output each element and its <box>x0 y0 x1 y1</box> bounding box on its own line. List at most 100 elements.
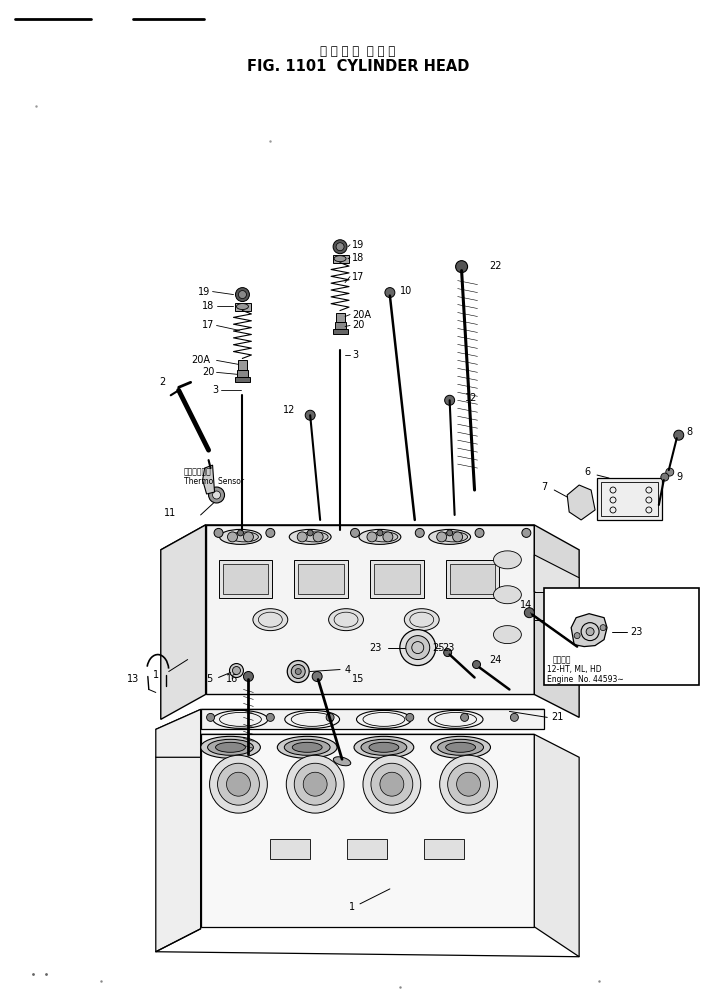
Bar <box>534 592 579 620</box>
Text: 適用年番: 適用年番 <box>552 655 571 664</box>
Circle shape <box>400 630 436 666</box>
Bar <box>236 302 251 310</box>
Ellipse shape <box>370 532 398 542</box>
Ellipse shape <box>457 773 480 797</box>
Text: シ リ ン ダ  ヘ ッ ド: シ リ ン ダ ヘ ッ ド <box>320 45 396 58</box>
Ellipse shape <box>200 737 261 759</box>
Ellipse shape <box>289 529 331 544</box>
Circle shape <box>313 532 323 542</box>
Circle shape <box>437 532 447 542</box>
Circle shape <box>367 532 377 542</box>
Text: 25: 25 <box>432 643 445 653</box>
Text: 14: 14 <box>521 600 533 610</box>
Text: 7: 7 <box>541 482 547 493</box>
Circle shape <box>333 239 347 253</box>
Bar <box>544 588 699 686</box>
Ellipse shape <box>253 609 288 631</box>
Ellipse shape <box>354 737 414 759</box>
Polygon shape <box>567 485 595 520</box>
Circle shape <box>266 528 275 537</box>
Bar <box>424 839 463 859</box>
Polygon shape <box>161 525 534 550</box>
Text: 24: 24 <box>490 655 502 665</box>
Ellipse shape <box>277 737 337 759</box>
Circle shape <box>522 528 531 537</box>
Text: 12-HT, ML, HD: 12-HT, ML, HD <box>547 665 602 674</box>
Ellipse shape <box>210 756 267 814</box>
Bar <box>445 560 500 598</box>
Ellipse shape <box>220 529 261 544</box>
Ellipse shape <box>231 532 258 542</box>
Circle shape <box>383 532 393 542</box>
Circle shape <box>287 661 309 683</box>
Text: Thermo  Sensor: Thermo Sensor <box>184 477 244 486</box>
Ellipse shape <box>493 586 521 604</box>
Circle shape <box>295 669 301 675</box>
Polygon shape <box>205 525 534 695</box>
Text: 23: 23 <box>630 627 642 637</box>
Polygon shape <box>161 525 205 720</box>
Ellipse shape <box>405 609 439 631</box>
Ellipse shape <box>300 532 328 542</box>
Circle shape <box>228 532 238 542</box>
Ellipse shape <box>218 764 259 806</box>
Bar <box>347 839 387 859</box>
Circle shape <box>447 530 453 536</box>
Text: 12: 12 <box>465 393 477 403</box>
Circle shape <box>208 487 225 503</box>
Text: 17: 17 <box>202 320 215 330</box>
Text: 23: 23 <box>369 643 382 653</box>
Ellipse shape <box>286 756 344 814</box>
Polygon shape <box>200 710 544 730</box>
Text: 22: 22 <box>490 260 502 270</box>
Polygon shape <box>534 525 579 718</box>
Circle shape <box>661 473 669 481</box>
Circle shape <box>213 491 221 499</box>
Ellipse shape <box>493 551 521 569</box>
Circle shape <box>406 714 414 722</box>
Text: 1: 1 <box>153 670 159 680</box>
Text: 3: 3 <box>352 350 358 360</box>
Bar <box>223 564 268 594</box>
Circle shape <box>460 714 468 722</box>
Circle shape <box>305 410 315 420</box>
Ellipse shape <box>236 303 248 309</box>
Bar <box>238 370 248 377</box>
Text: 12: 12 <box>283 405 295 415</box>
Text: 9: 9 <box>677 472 683 483</box>
Polygon shape <box>156 735 534 758</box>
Ellipse shape <box>294 764 336 806</box>
Circle shape <box>236 287 249 301</box>
Circle shape <box>207 714 215 722</box>
Text: 20A: 20A <box>192 355 211 365</box>
Ellipse shape <box>303 773 327 797</box>
Text: 23: 23 <box>442 643 455 653</box>
Polygon shape <box>200 735 534 927</box>
Circle shape <box>312 672 322 682</box>
Circle shape <box>214 528 223 537</box>
Ellipse shape <box>216 743 246 753</box>
Bar <box>450 564 495 594</box>
Bar <box>271 839 310 859</box>
Circle shape <box>445 395 455 405</box>
Ellipse shape <box>429 529 470 544</box>
Polygon shape <box>156 735 200 952</box>
Circle shape <box>524 608 534 618</box>
Bar <box>236 377 251 382</box>
Circle shape <box>600 625 606 631</box>
Polygon shape <box>571 614 607 647</box>
Bar <box>370 560 424 598</box>
Circle shape <box>511 714 518 722</box>
Text: 20: 20 <box>352 320 364 330</box>
Text: 3: 3 <box>213 385 218 395</box>
Ellipse shape <box>359 529 401 544</box>
Ellipse shape <box>292 743 322 753</box>
Bar <box>601 482 658 516</box>
Text: 19: 19 <box>198 286 211 296</box>
Ellipse shape <box>284 740 330 756</box>
Circle shape <box>666 468 674 476</box>
Ellipse shape <box>380 773 404 797</box>
Circle shape <box>473 661 480 669</box>
Ellipse shape <box>440 532 468 542</box>
Text: 17: 17 <box>352 271 364 281</box>
